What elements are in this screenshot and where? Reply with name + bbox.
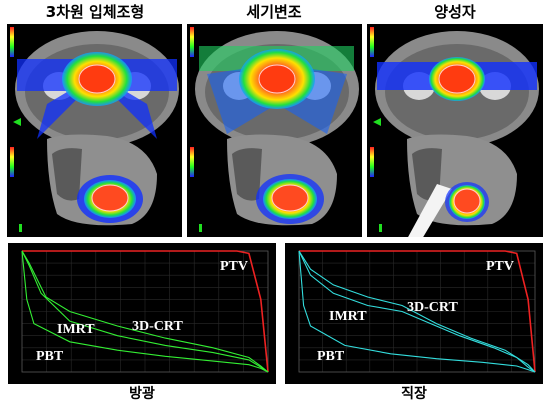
series-label-3d-crt: 3D-CRT: [132, 319, 183, 334]
dose-map-imrt: [187, 24, 362, 237]
dvh-curve-ptv: [22, 250, 269, 373]
dvh-curve-pbt: [298, 250, 536, 373]
series-label-imrt: IMRT: [329, 309, 367, 324]
caption-bladder: 방광: [129, 386, 155, 402]
dose-map-pbt: [367, 24, 543, 237]
dvh-chart-rectum-svg: [298, 250, 536, 373]
series-label-3d-crt: 3D-CRT: [407, 300, 458, 315]
dvh-chart-bladder: PTV 3D-CRT IMRT PBT: [8, 243, 276, 384]
dose-map-3d-crt: [7, 24, 182, 237]
dvh-curve-3d-crt: [21, 250, 269, 373]
dvh-curve-pbt: [21, 250, 269, 373]
dvh-curve-ptv: [299, 250, 536, 373]
series-label-ptv: PTV: [220, 259, 248, 274]
series-label-imrt: IMRT: [57, 322, 95, 337]
series-label-pbt: PBT: [317, 349, 345, 364]
dvh-curve-imrt: [21, 250, 269, 373]
dvh-chart-rectum: PTV 3D-CRT IMRT PBT: [285, 243, 543, 384]
series-label-ptv: PTV: [486, 259, 514, 274]
series-label-pbt: PBT: [36, 349, 64, 364]
title-3d-crt: 3차원 입체조형: [45, 3, 145, 21]
dvh-curve-imrt: [298, 250, 536, 373]
title-imrt: 세기변조: [246, 3, 302, 21]
title-pbt: 양성자: [434, 3, 476, 21]
dvh-chart-bladder-svg: [21, 250, 269, 373]
caption-rectum: 직장: [401, 386, 427, 402]
